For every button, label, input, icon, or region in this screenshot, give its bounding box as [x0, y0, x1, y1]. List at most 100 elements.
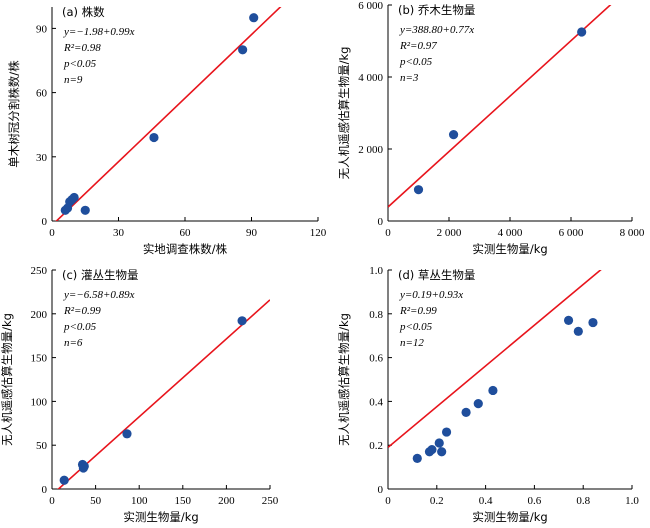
y-tick-label: 50	[36, 440, 48, 452]
data-point	[563, 315, 574, 325]
y-tick-label: 0	[378, 216, 384, 228]
x-tick-label: 0	[49, 227, 55, 239]
y-tick-label: 90	[36, 23, 48, 35]
annotation-line: p<0.05	[399, 321, 433, 333]
annotation-line: y=0.19+0.93x	[399, 289, 463, 301]
x-axis-title: 实测生物量/kg	[472, 510, 547, 524]
data-point	[434, 438, 444, 448]
data-point	[149, 132, 159, 143]
panel-title: (d) 草丛生物量	[398, 268, 475, 282]
x-tick-label: 6 000	[559, 227, 584, 239]
data-point	[79, 461, 89, 471]
y-axis-title: 无人机遥感估算生物量/kg	[337, 313, 351, 446]
annotation-line: y=−1.98+0.99x	[63, 26, 135, 38]
x-tick-label: 0.2	[430, 495, 444, 507]
y-axis-title: 无人机遥感估算生物量/kg	[337, 47, 351, 180]
x-tick-label: 30	[113, 227, 125, 239]
y-tick-label: 0	[42, 216, 48, 228]
annotation-line: R²=0.99	[399, 305, 437, 317]
chart-panel-c: 0 50 100 150 200 250 0 50 100 150 200 250 实测生物量/kg 无人…	[0, 265, 279, 524]
y-tick-label: 0.8	[369, 309, 383, 321]
annotation-line: R²=0.99	[63, 305, 101, 317]
y-tick-label: 4 000	[358, 72, 383, 84]
annotation-line: R²=0.97	[399, 40, 437, 52]
y-axis-title: 无人机遥感估算生物量/kg	[0, 313, 14, 446]
data-point	[577, 27, 587, 37]
y-tick-label: 250	[31, 265, 48, 277]
annotation-line: n=3	[400, 72, 419, 84]
annotation-line: p<0.05	[63, 321, 97, 333]
x-tick-label: 0	[49, 495, 55, 507]
annotation-line: R²=0.98	[63, 42, 101, 54]
y-tick-label: 2 000	[358, 144, 383, 156]
x-tick-label: 250	[262, 495, 279, 507]
x-tick-label: 120	[310, 227, 327, 239]
y-tick-label: 200	[31, 309, 48, 321]
y-tick-label: 6 000	[358, 0, 383, 12]
x-tick-label: 0	[385, 227, 391, 239]
x-axis-title: 实地调查株数/株	[143, 242, 228, 256]
x-tick-label: 90	[246, 227, 258, 239]
x-tick-label: 50	[90, 495, 102, 507]
x-tick-label: 100	[131, 495, 148, 507]
y-tick-label: 100	[31, 396, 48, 408]
y-tick-label: 30	[36, 152, 48, 164]
x-tick-label: 2 000	[437, 227, 462, 239]
annotation-line: p<0.05	[399, 56, 433, 68]
data-point	[249, 13, 259, 23]
x-tick-label: 0.6	[528, 495, 542, 507]
regression-line	[57, 299, 270, 489]
data-point	[237, 316, 247, 326]
chart-panel-d: 0 0.2 0.4 0.6 0.8 1.0 0 0.2 0.4 0.6 0.8 1.0 实测生物量/kg…	[337, 265, 639, 524]
x-tick-label: 1.0	[625, 495, 639, 507]
x-tick-label: 4 000	[498, 227, 523, 239]
x-tick-label: 8 000	[620, 227, 645, 239]
y-tick-label: 1.0	[369, 265, 383, 277]
x-tick-label: 0.8	[576, 495, 590, 507]
annotation-line: y=−6.58+0.89x	[63, 289, 135, 301]
y-tick-label: 0.4	[369, 396, 383, 408]
x-axis-title: 实测生物量/kg	[472, 242, 547, 256]
y-tick-label: 0.6	[369, 353, 383, 365]
x-tick-label: 200	[218, 495, 235, 507]
data-point	[69, 192, 79, 203]
data-point	[122, 429, 132, 439]
regression-line	[388, 270, 602, 449]
data-point	[437, 447, 447, 457]
chart-panel-a: 0 30 60 90 120 0 30 60 90 实地调查株数/株 单木树冠分割株数/株 (a) 株…	[7, 5, 327, 256]
regression-line	[55, 7, 282, 221]
chart-panel-b: 0 2 000 4 000 6 000 8 000 0 2 000 4 000 6 000 实测生…	[337, 0, 645, 256]
y-tick-label: 0.2	[369, 440, 383, 452]
data-point	[473, 398, 483, 409]
y-tick-label: 60	[36, 88, 48, 100]
y-tick-label: 0	[42, 484, 48, 496]
y-tick-label: 0	[378, 484, 384, 496]
annotation-line: n=9	[64, 74, 83, 86]
x-axis-title: 实测生物量/kg	[123, 510, 198, 524]
data-point	[448, 130, 459, 140]
x-tick-label: 0	[385, 495, 391, 507]
data-point	[413, 185, 424, 195]
data-point	[461, 407, 471, 417]
y-axis-title: 单木树冠分割株数/株	[7, 60, 21, 168]
panel-title: (a) 株数	[62, 5, 105, 19]
x-tick-label: 150	[175, 495, 192, 507]
panel-title: (c) 灌丛生物量	[62, 268, 138, 282]
annotation-line: y=388.80+0.77x	[399, 24, 474, 36]
annotation-line: p<0.05	[63, 58, 97, 70]
data-point	[59, 475, 69, 485]
data-point	[80, 205, 90, 215]
annotation-line: n=6	[64, 337, 83, 349]
x-tick-label: 0.4	[479, 495, 493, 507]
panel-title: (b) 乔木生物量	[398, 3, 475, 17]
data-point	[238, 45, 248, 55]
annotation-line: n=12	[400, 337, 424, 349]
data-point	[573, 326, 583, 336]
data-point	[412, 453, 422, 463]
data-point	[441, 427, 452, 437]
data-point	[427, 444, 437, 455]
data-point	[488, 385, 498, 396]
x-tick-label: 60	[180, 227, 192, 239]
regression-line	[388, 5, 612, 208]
